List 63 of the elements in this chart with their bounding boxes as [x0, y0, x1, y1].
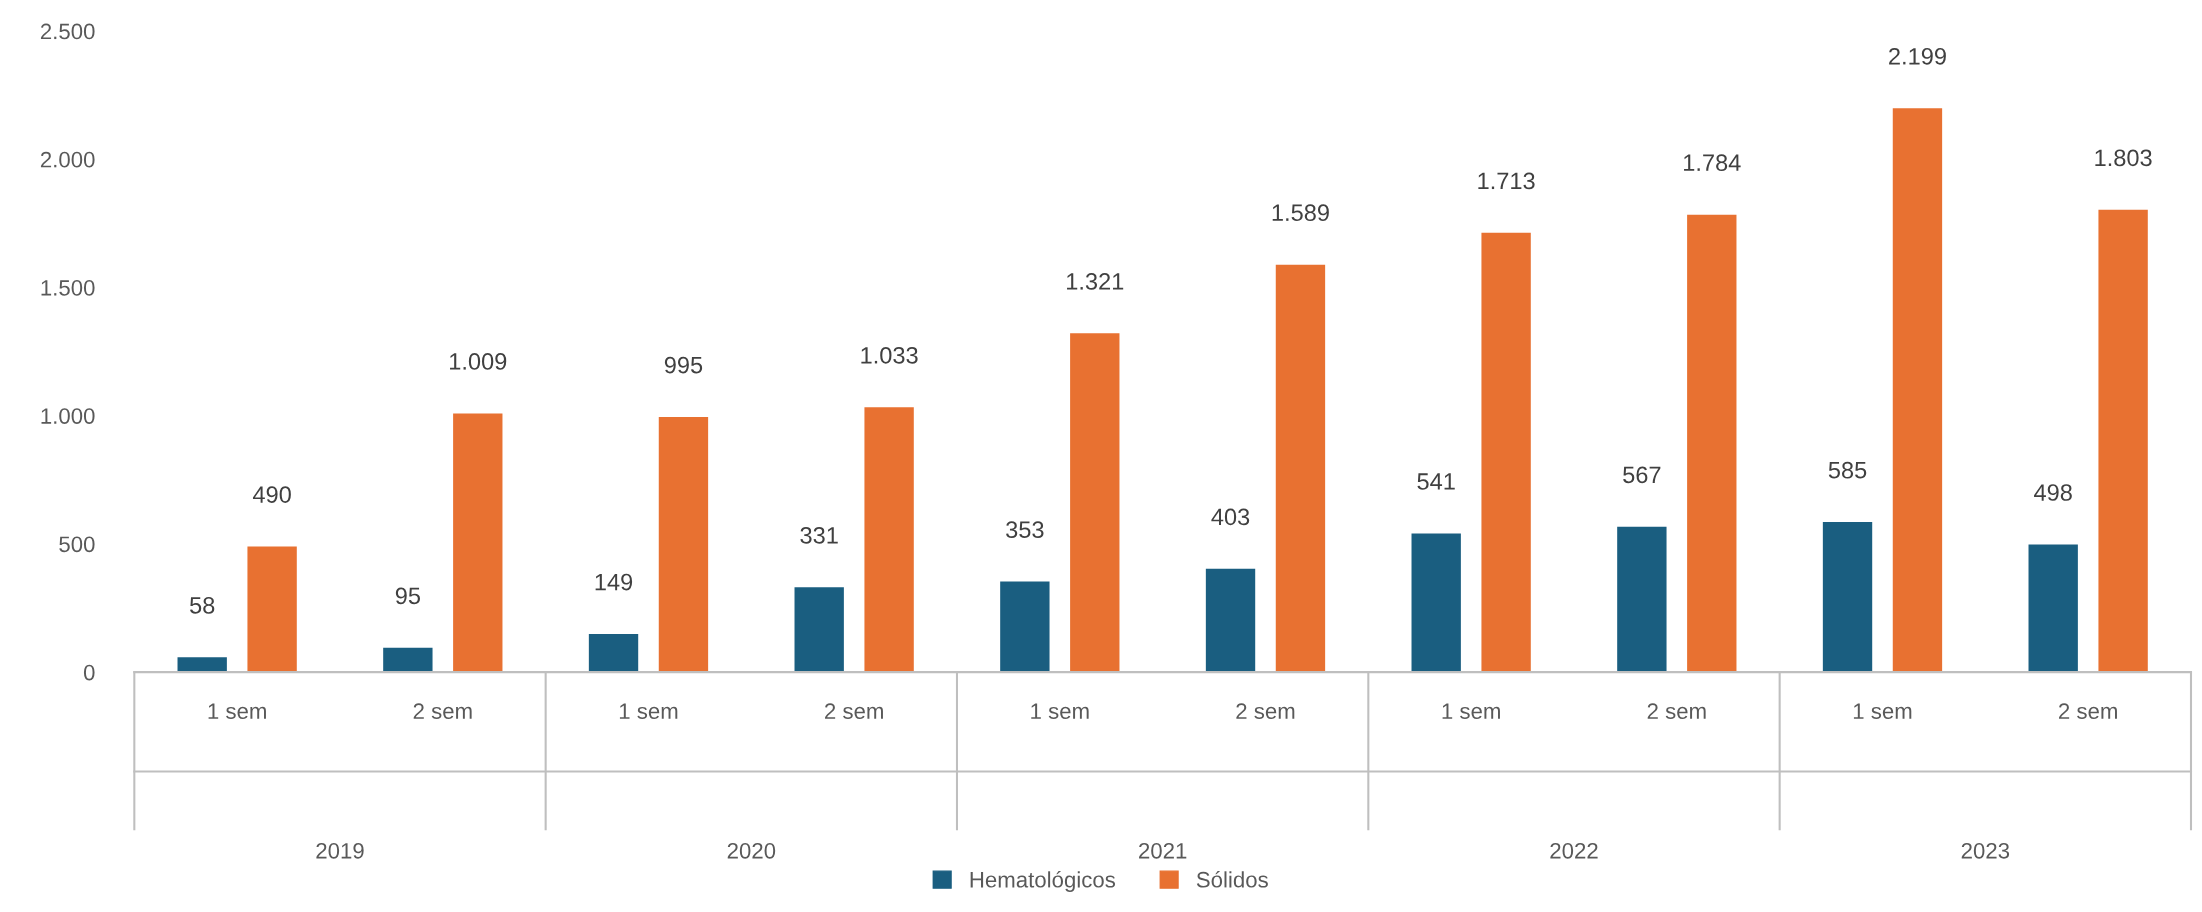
data-label: 1.033 [861, 346, 918, 364]
bar [1070, 333, 1120, 673]
bar [2098, 209, 2148, 673]
bar [2028, 544, 2078, 673]
text: 2022 [1550, 842, 1598, 859]
y-tick-label: 2.000 [40, 151, 95, 168]
data-label: 58 [190, 596, 215, 614]
bar [794, 587, 844, 673]
bar [177, 657, 227, 673]
data-label: 498 [2034, 484, 2072, 501]
y-tick-label: 2.500 [40, 23, 95, 40]
data-label: 331 [800, 526, 838, 544]
text: 2021 [1139, 842, 1187, 859]
x-tick-label: 1 sem [208, 703, 266, 720]
text: 2019 [316, 842, 364, 859]
bar [588, 633, 639, 673]
bar [247, 546, 297, 673]
data-label: 585 [1828, 461, 1867, 479]
x-tick-label: 1 sem [1442, 703, 1500, 720]
data-label: 995 [664, 356, 703, 374]
bar [453, 413, 503, 673]
x-tick-label: 1 sem [1853, 703, 1912, 720]
bar [1411, 533, 1461, 673]
text: 2023 [1961, 842, 2010, 859]
bar [1822, 522, 1873, 673]
data-label: 1.009 [450, 353, 507, 370]
data-label: 353 [1006, 521, 1044, 539]
bar [864, 407, 914, 673]
bar [383, 647, 433, 673]
data-label: 2.199 [1889, 47, 1946, 65]
bar [1687, 214, 1737, 673]
bar [1205, 568, 1256, 673]
bar [1617, 526, 1667, 673]
bar [1000, 581, 1050, 673]
data-label: 490 [252, 486, 291, 503]
data-label: 1.713 [1478, 172, 1535, 190]
bar [1481, 232, 1531, 673]
data-label: 541 [1417, 473, 1455, 490]
x-tick-label: 2 sem [413, 703, 472, 720]
x-tick-label: 2 sem [1236, 703, 1295, 720]
data-label: 95 [395, 587, 420, 605]
data-label: 1.589 [1272, 204, 1329, 222]
y-tick-label: 1.000 [41, 408, 95, 424]
y-tick-label: 500 [59, 536, 95, 553]
bar [1892, 108, 1943, 673]
data-label: 403 [1211, 508, 1250, 526]
bar [1275, 264, 1326, 673]
data-label: 1.803 [2095, 149, 2152, 167]
x-tick-label: 2 sem [2059, 703, 2117, 720]
x-tick-label: 1 sem [1031, 703, 1089, 720]
legend-label: Hematológicos [970, 871, 1116, 892]
bar [658, 416, 709, 673]
data-label: 149 [595, 573, 633, 591]
legend-label: Sólidos [1196, 871, 1268, 888]
text: 2020 [727, 842, 776, 859]
x-tick-label: 2 sem [1647, 703, 1706, 720]
x-tick-label: 1 sem [619, 703, 678, 720]
y-tick-label: 1.500 [41, 280, 95, 296]
data-label: 1.321 [1067, 273, 1124, 290]
x-tick-label: 2 sem [825, 703, 883, 720]
data-label: 1.784 [1684, 154, 1741, 172]
y-tick-label: 0 [83, 664, 95, 681]
data-label: 567 [1623, 466, 1661, 484]
